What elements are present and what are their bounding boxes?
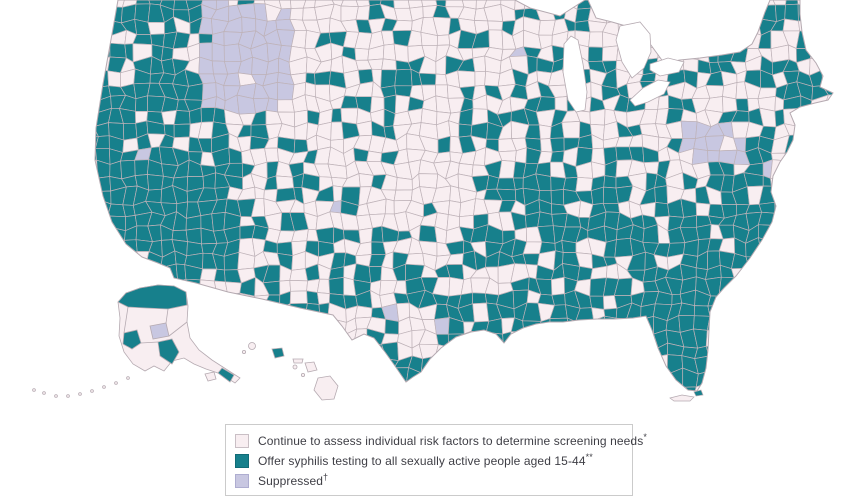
alaska-inset bbox=[33, 285, 240, 397]
legend-swatch-offer bbox=[235, 454, 249, 468]
legend-label-assess: Continue to assess individual risk facto… bbox=[258, 431, 647, 451]
legend-item-suppressed: Suppressed† bbox=[235, 471, 623, 491]
florida-keys bbox=[670, 390, 703, 401]
counties-layer bbox=[81, 0, 850, 439]
legend-swatch-assess bbox=[235, 434, 249, 448]
map-figure-page: Continue to assess individual risk facto… bbox=[0, 0, 850, 484]
legend-swatch-suppressed bbox=[235, 474, 249, 488]
legend-item-offer: Offer syphilis testing to all sexually a… bbox=[235, 451, 623, 471]
legend-label-offer: Offer syphilis testing to all sexually a… bbox=[258, 451, 593, 471]
us-county-map-svg bbox=[0, 0, 850, 484]
hawaii-inset bbox=[242, 343, 338, 401]
map-legend: Continue to assess individual risk facto… bbox=[225, 424, 633, 496]
us-county-choropleth-map bbox=[0, 0, 850, 484]
legend-item-assess: Continue to assess individual risk facto… bbox=[235, 431, 623, 451]
legend-label-suppressed: Suppressed† bbox=[258, 471, 328, 491]
